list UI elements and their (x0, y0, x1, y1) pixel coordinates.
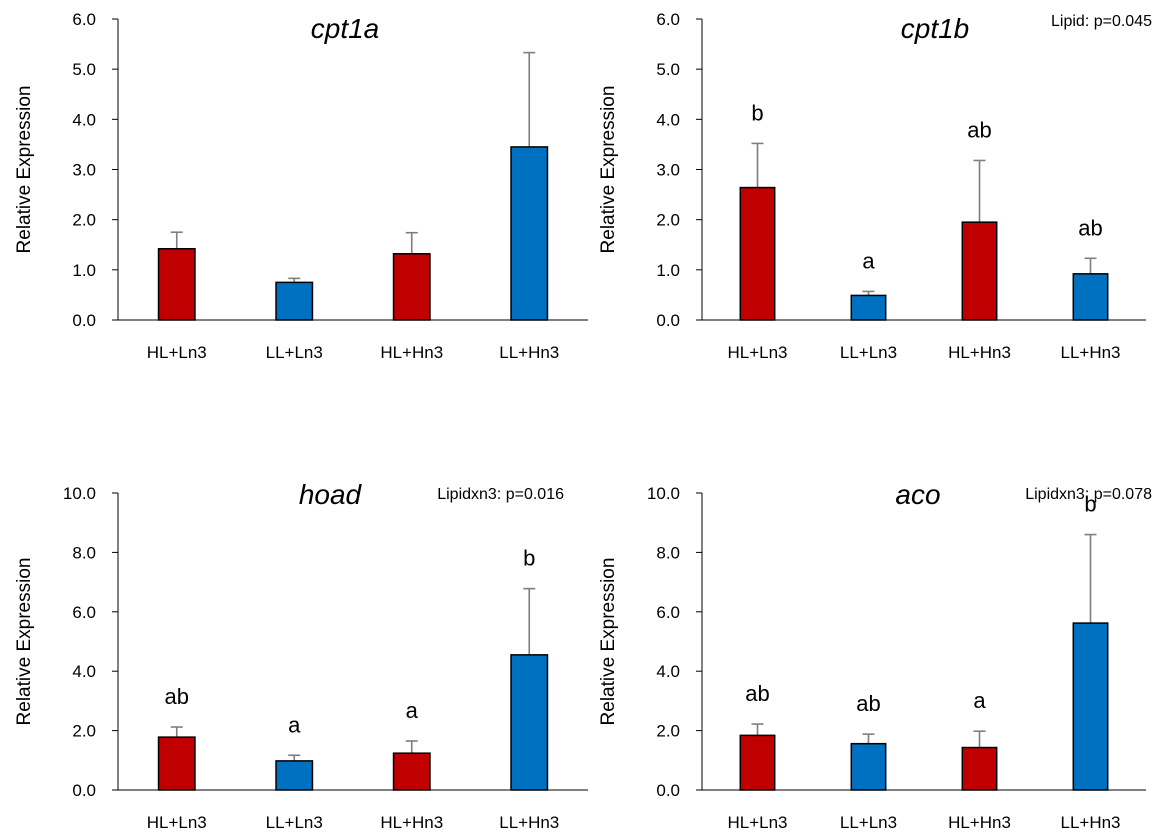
chart-title: cpt1a (311, 13, 380, 44)
significance-letter: b (751, 100, 763, 125)
bar-LL+Ln3 (850, 742, 887, 791)
bar-HL+Hn3 (961, 221, 998, 321)
y-tick-label: 6.0 (656, 603, 680, 622)
x-tick-label: HL+Hn3 (380, 343, 443, 362)
y-tick-label: 10.0 (647, 484, 680, 503)
y-axis-title: Relative Expression (598, 86, 619, 254)
stat-annotation: Lipid: p=0.045 (1051, 13, 1152, 30)
significance-letter: ab (745, 681, 769, 706)
x-tick-label: LL+Hn3 (1060, 813, 1120, 832)
significance-letter: a (973, 688, 986, 713)
x-tick-label: LL+Ln3 (266, 813, 323, 832)
y-tick-label: 0.0 (72, 781, 96, 800)
chart-panel-aco: 0.0 2.0 4.0 6.0 8.0 10.0 Relative Expression HL… (598, 479, 1152, 832)
x-tick-label: LL+Hn3 (1060, 343, 1120, 362)
significance-letter: b (1084, 492, 1096, 517)
chart-panel-cpt1b: 0.0 1.0 2.0 3.0 4.0 5.0 6.0 Relative Expression… (598, 10, 1152, 362)
bar-HL+Hn3 (961, 746, 998, 791)
y-tick-label: 2.0 (656, 722, 680, 741)
y-tick-label: 4.0 (656, 662, 680, 681)
y-tick-label: 4.0 (72, 110, 96, 129)
y-tick-label: 6.0 (656, 10, 680, 29)
stat-annotation: Lipidxn3: p=0.016 (437, 486, 564, 503)
x-tick-label: LL+Hn3 (499, 343, 559, 362)
y-tick-label: 5.0 (656, 60, 680, 79)
chart-panel-hoad: 0.0 2.0 4.0 6.0 8.0 10.0 Relative Expression HL… (14, 479, 588, 832)
y-tick-label: 5.0 (72, 60, 96, 79)
bar-HL+Hn3 (392, 752, 431, 791)
significance-letter: ab (1078, 215, 1102, 240)
y-tick-label: 8.0 (72, 543, 96, 562)
bar-LL+Hn3 (510, 654, 549, 791)
bar-LL+Hn3 (1072, 622, 1109, 791)
x-tick-label: LL+Ln3 (840, 343, 897, 362)
bar-LL+Ln3 (275, 760, 314, 791)
significance-letter: b (523, 546, 535, 571)
y-tick-label: 2.0 (656, 211, 680, 230)
x-tick-label: HL+Ln3 (147, 813, 207, 832)
significance-letter: ab (856, 691, 880, 716)
y-tick-label: 0.0 (656, 311, 680, 330)
x-tick-label: HL+Hn3 (948, 813, 1011, 832)
x-tick-label: LL+Ln3 (266, 343, 323, 362)
significance-letter: ab (967, 117, 991, 142)
bar-LL+Ln3 (850, 294, 887, 321)
x-tick-label: HL+Ln3 (727, 343, 787, 362)
x-tick-label: LL+Ln3 (840, 813, 897, 832)
chart-panel-cpt1a: 0.0 1.0 2.0 3.0 4.0 5.0 6.0 Relative Expression… (14, 10, 588, 362)
bar-HL+Ln3 (739, 734, 776, 791)
y-tick-label: 6.0 (72, 603, 96, 622)
y-tick-label: 8.0 (656, 543, 680, 562)
bar-HL+Ln3 (157, 736, 196, 791)
y-tick-label: 0.0 (72, 311, 96, 330)
chart-title: hoad (299, 479, 363, 510)
y-tick-label: 10.0 (63, 484, 96, 503)
bar-HL+Hn3 (392, 253, 431, 321)
x-tick-label: HL+Ln3 (727, 813, 787, 832)
significance-letter: ab (165, 684, 189, 709)
x-tick-label: HL+Hn3 (380, 813, 443, 832)
y-tick-label: 1.0 (656, 261, 680, 280)
y-tick-label: 4.0 (72, 662, 96, 681)
chart-title: cpt1b (901, 13, 970, 44)
bar-LL+Hn3 (1072, 273, 1109, 321)
x-tick-label: LL+Hn3 (499, 813, 559, 832)
y-axis-title: Relative Expression (14, 558, 35, 726)
y-tick-label: 2.0 (72, 722, 96, 741)
bar-LL+Ln3 (275, 281, 314, 321)
significance-letter: a (862, 248, 875, 273)
x-tick-label: HL+Ln3 (147, 343, 207, 362)
y-axis-title: Relative Expression (14, 86, 35, 254)
chart-title: aco (895, 479, 940, 510)
y-tick-label: 2.0 (72, 211, 96, 230)
y-tick-label: 6.0 (72, 10, 96, 29)
significance-letter: a (288, 712, 301, 737)
y-tick-label: 0.0 (656, 781, 680, 800)
y-tick-label: 3.0 (72, 161, 96, 180)
x-tick-label: HL+Hn3 (948, 343, 1011, 362)
bar-HL+Ln3 (739, 186, 776, 321)
significance-letter: a (406, 698, 419, 723)
y-tick-label: 4.0 (656, 110, 680, 129)
bar-HL+Ln3 (157, 248, 196, 321)
bar-LL+Hn3 (510, 146, 549, 321)
stat-annotation: Lipidxn3: p=0.078 (1025, 486, 1152, 503)
y-tick-label: 3.0 (656, 161, 680, 180)
y-axis-title: Relative Expression (598, 558, 619, 726)
y-tick-label: 1.0 (72, 261, 96, 280)
